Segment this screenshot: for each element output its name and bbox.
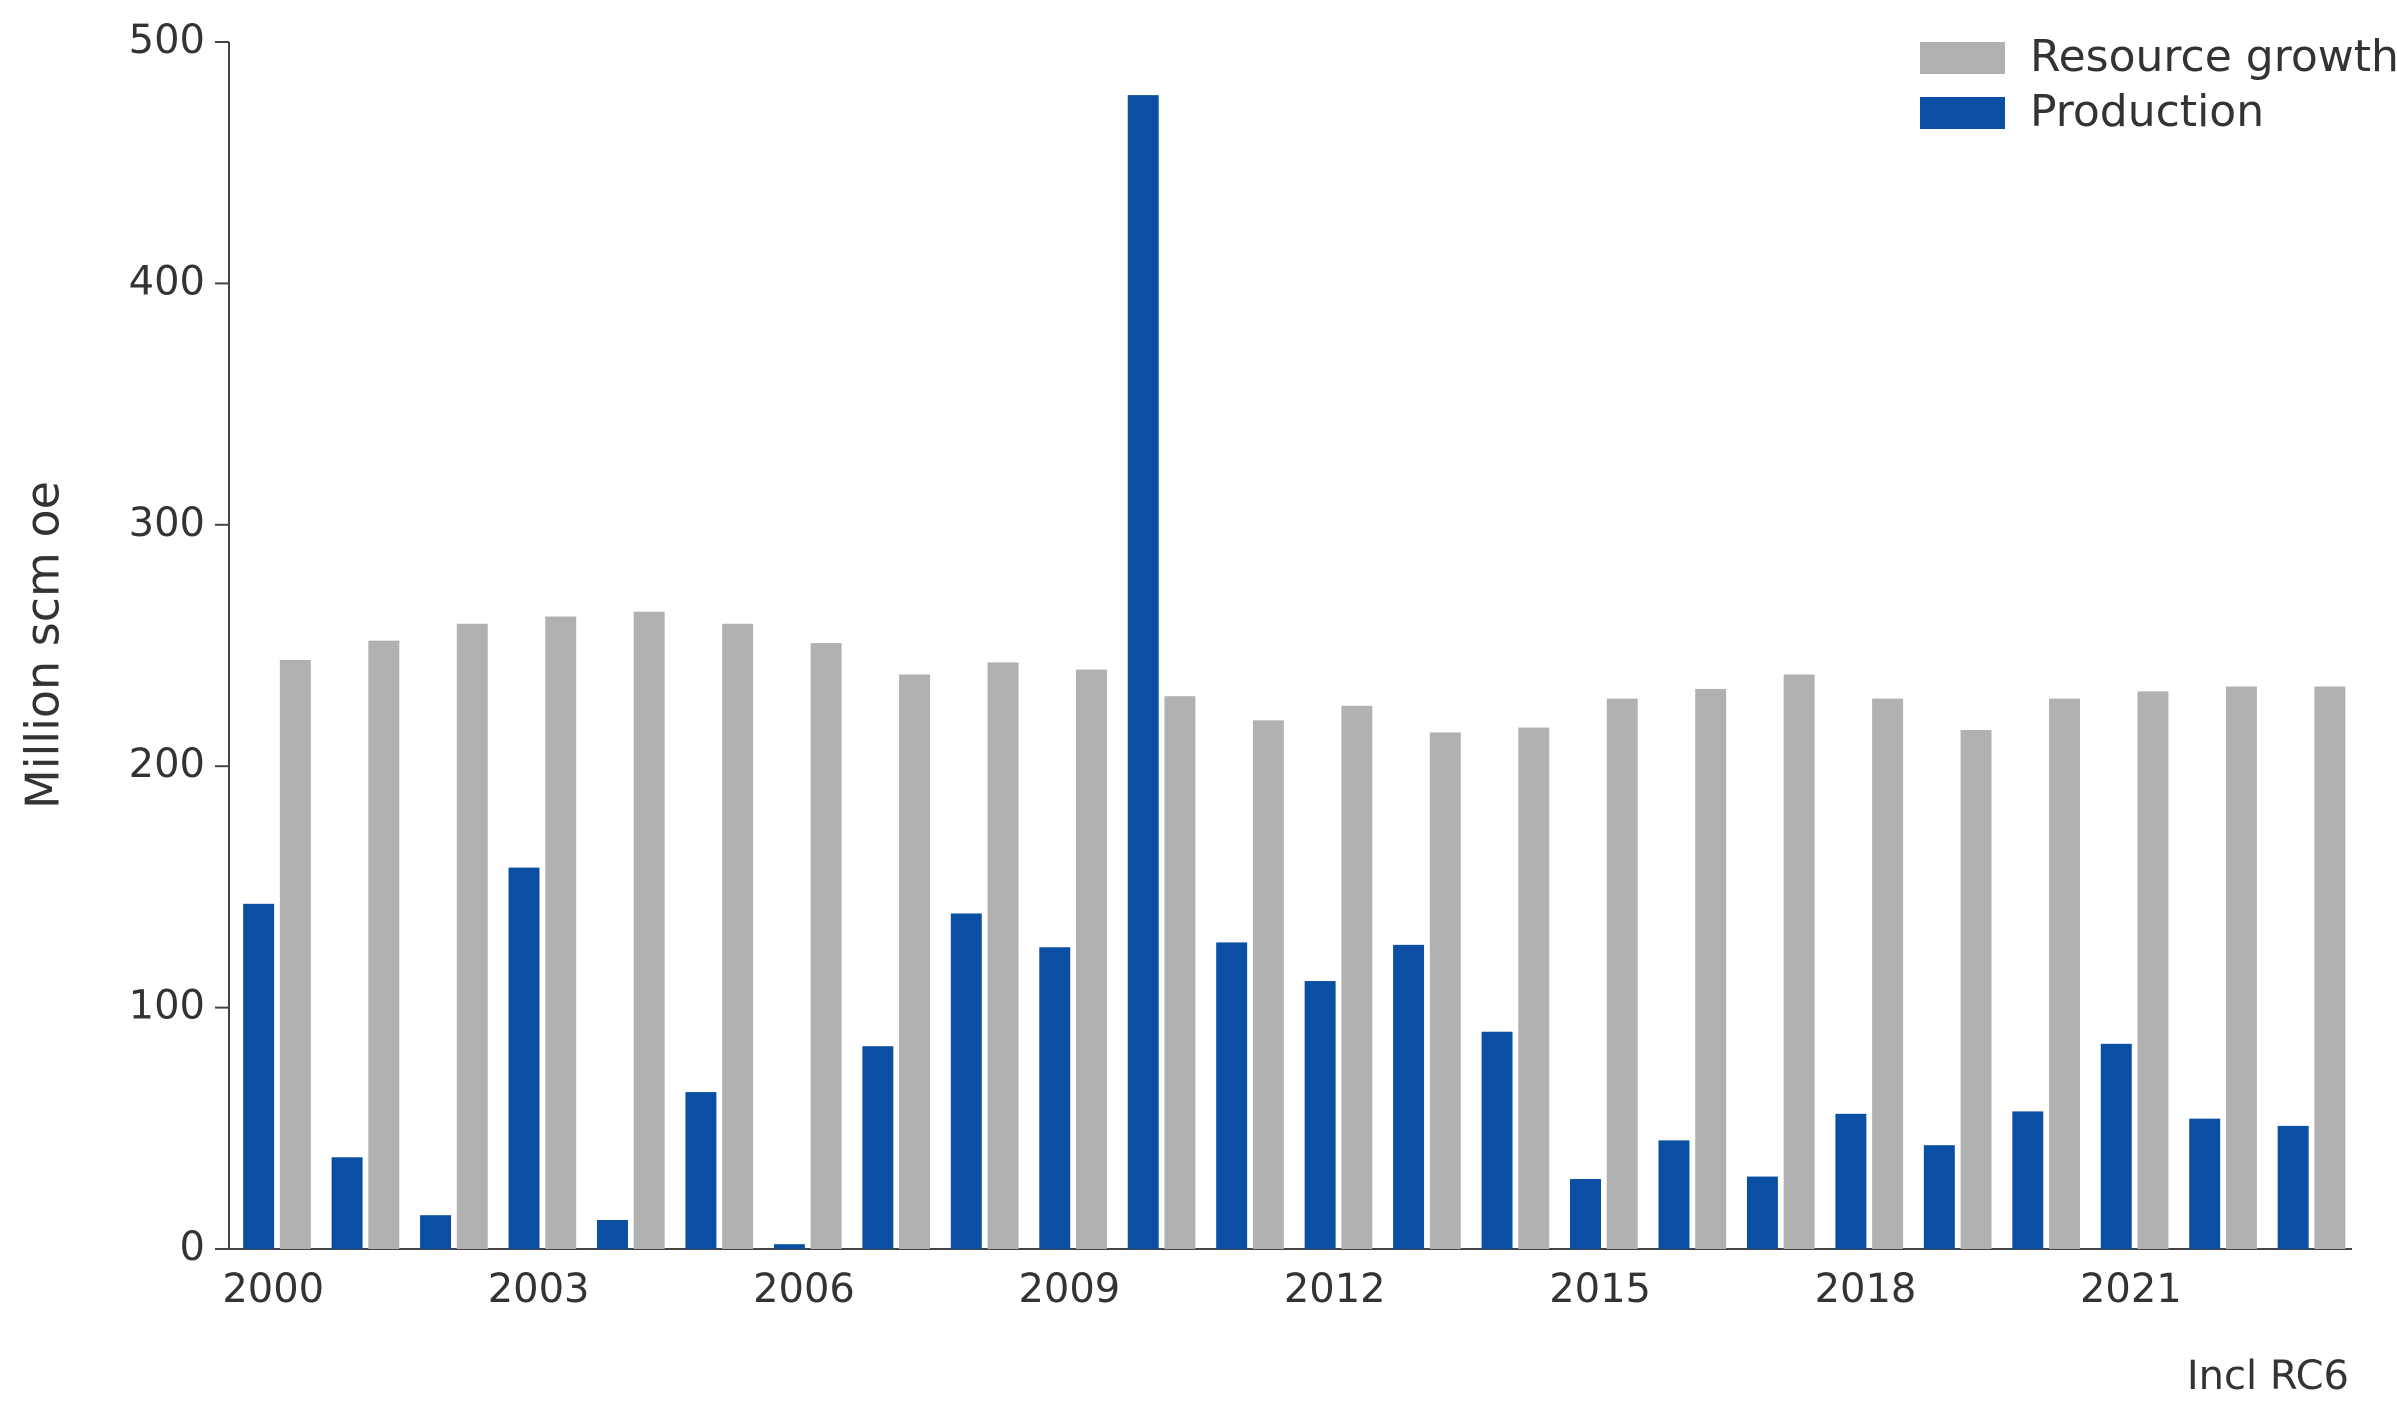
bar (545, 616, 577, 1249)
x-tick-label: 2012 (1284, 1266, 1386, 1312)
bar (2049, 698, 2080, 1249)
bar (1429, 732, 1461, 1249)
bar (1835, 1113, 1867, 1249)
bar (420, 1215, 452, 1249)
x-tick-label: 2003 (488, 1266, 590, 1312)
bar (1923, 1145, 1955, 1249)
bar (773, 1244, 805, 1249)
x-tick-label: 2015 (1549, 1266, 1651, 1312)
bar (722, 623, 754, 1249)
y-tick-label: 100 (129, 983, 205, 1029)
bar (1393, 944, 1425, 1249)
y-tick-label: 0 (180, 1224, 205, 1270)
bar (1695, 688, 1727, 1249)
bar (331, 1157, 363, 1249)
bar (1164, 696, 1196, 1249)
x-tick-label: 2009 (1018, 1266, 1120, 1312)
bar (368, 640, 400, 1249)
bar (987, 662, 1019, 1249)
bar (2100, 1043, 2132, 1249)
bar (633, 611, 665, 1249)
bar (899, 674, 931, 1249)
bar (1570, 1178, 1601, 1249)
bar (2277, 1125, 2309, 1249)
bar (508, 867, 540, 1249)
bar (685, 1092, 717, 1249)
legend-label: Production (2030, 86, 2264, 137)
bar (2189, 1118, 2221, 1249)
y-tick-label: 300 (129, 500, 205, 546)
bar (1606, 698, 1638, 1249)
bar (2012, 1111, 2044, 1249)
y-tick-label: 500 (129, 17, 205, 63)
y-tick-label: 400 (129, 258, 205, 304)
y-tick-label: 200 (129, 741, 205, 787)
legend-swatch (1920, 42, 2005, 74)
bar (1872, 698, 1904, 1249)
bar (1304, 981, 1336, 1249)
bar (1783, 674, 1815, 1249)
bar (862, 1046, 894, 1249)
x-tick-label: 2006 (753, 1266, 855, 1312)
note: Incl RC6 (2187, 1353, 2349, 1399)
x-tick-label: 2021 (2080, 1266, 2182, 1312)
bar (1127, 95, 1159, 1249)
bar (1746, 1176, 1778, 1249)
bar (1039, 947, 1071, 1249)
bar (279, 659, 311, 1249)
bar (950, 913, 982, 1249)
legend-swatch (1920, 97, 2005, 129)
bar (1960, 729, 1992, 1249)
legend-label: Resource growth (2030, 31, 2397, 82)
bar (2225, 686, 2257, 1249)
bar (243, 903, 275, 1249)
bar (1252, 720, 1284, 1249)
bar (1481, 1031, 1513, 1249)
y-axis-label: Million scm oe (16, 481, 70, 809)
bar (456, 623, 488, 1249)
bar (1075, 669, 1107, 1249)
bar (2137, 691, 2169, 1249)
bar (1216, 942, 1248, 1249)
bar (1341, 705, 1373, 1249)
x-tick-label: 2000 (222, 1266, 324, 1312)
bar (596, 1220, 628, 1249)
bar (2314, 686, 2346, 1249)
bar (810, 643, 842, 1249)
x-tick-label: 2018 (1815, 1266, 1917, 1312)
bar (1518, 727, 1550, 1249)
bar (1658, 1140, 1690, 1249)
